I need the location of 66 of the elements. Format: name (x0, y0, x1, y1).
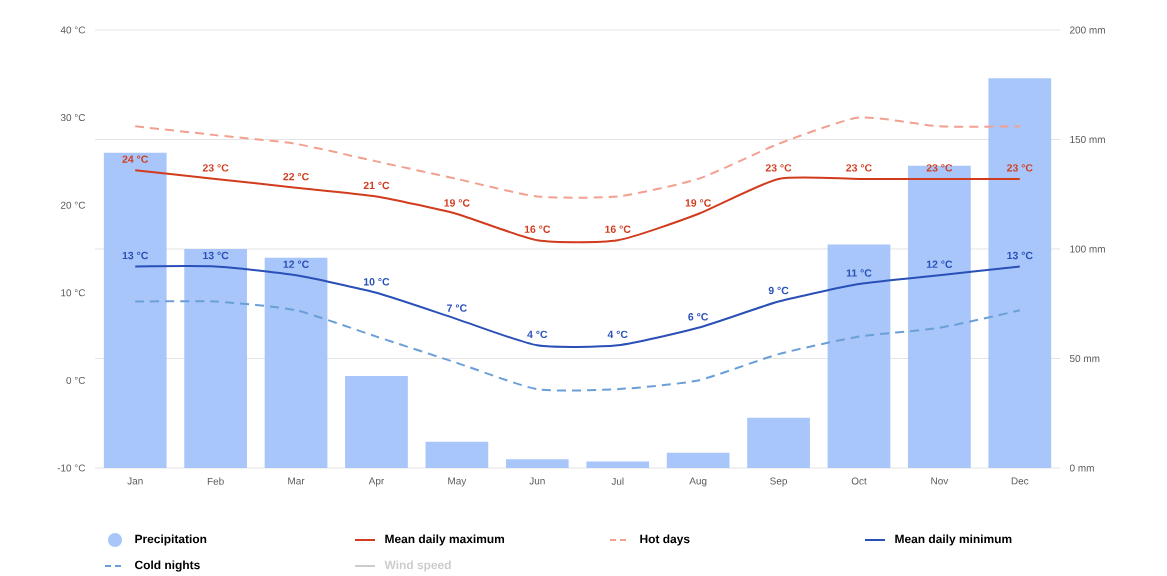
data-label: 9 °C (768, 286, 789, 295)
data-label: 6 °C (688, 313, 709, 321)
y-tick-label: 40 °C (60, 26, 86, 34)
x-tick-label: Apr (368, 477, 385, 487)
bar (103, 152, 167, 468)
data-label: 23 °C (765, 164, 792, 172)
x-tick-label: Feb (207, 477, 224, 485)
data-label: 10 °C (363, 278, 390, 286)
data-label: 11 °C (846, 269, 872, 277)
data-label: 23 °C (926, 164, 953, 172)
data-label: 12 °C (283, 260, 309, 268)
x-tick-label: Jan (127, 477, 143, 485)
x-tick-label: Aug (689, 477, 707, 487)
bar (827, 244, 891, 468)
data-label: 4 °C (527, 330, 548, 339)
legend-label: Hot days (640, 534, 690, 546)
data-label: 16 °C (524, 225, 551, 233)
x-tick-label: May (448, 477, 467, 487)
y-tick-label: -10 °C (57, 464, 86, 472)
x-tick-label: Nov (931, 477, 949, 485)
bar (345, 376, 408, 468)
data-label: 7 °C (447, 304, 467, 312)
y-tick-label: 10 °C (61, 289, 86, 297)
bar (908, 165, 971, 468)
x-tick-label: Jul (611, 477, 624, 485)
data-label: 13 °C (1007, 251, 1033, 260)
y2-tick-label: 200 mm (1070, 26, 1105, 34)
data-label: 13 °C (122, 251, 149, 260)
line-series (134, 116, 1021, 199)
data-label: 19 °C (685, 199, 711, 207)
data-label: 16 °C (605, 225, 631, 233)
y2-tick-label: 50 mm (1069, 354, 1100, 363)
legend-label: Mean daily minimum (895, 534, 1012, 546)
bar (425, 441, 489, 468)
y-tick-label: 20 °C (60, 201, 86, 209)
line-series (134, 300, 1021, 392)
data-label: 13 °C (203, 251, 229, 260)
bar (747, 417, 810, 468)
data-label: 23 °C (1007, 164, 1033, 172)
bar (184, 249, 247, 468)
bar (988, 78, 1052, 468)
bar (586, 461, 650, 468)
legend-label: Mean daily maximum (385, 534, 505, 546)
y2-tick-label: 150 mm (1070, 135, 1105, 144)
data-label: 22 °C (283, 172, 309, 181)
bar (666, 452, 730, 468)
data-label: 23 °C (846, 164, 872, 172)
x-tick-label: Jun (529, 477, 545, 485)
x-tick-label: Oct (851, 477, 867, 485)
legend-label: Precipitation (135, 534, 207, 546)
data-label: 24 °C (122, 155, 149, 163)
bar (264, 257, 328, 468)
y2-tick-label: 100 mm (1070, 245, 1105, 253)
x-tick-label: Mar (288, 477, 305, 485)
y-tick-label: 0 °C (66, 376, 86, 384)
data-label: 21 °C (363, 181, 390, 190)
x-tick-label: Sep (770, 477, 787, 487)
y2-tick-label: 0 mm (1069, 464, 1094, 472)
data-label: 12 °C (926, 260, 953, 268)
data-label: 4 °C (607, 330, 628, 339)
y-tick-label: 30 °C (60, 114, 86, 122)
data-label: 23 °C (202, 164, 229, 172)
data-label: 19 °C (444, 199, 470, 207)
legend-label: Cold nights (135, 560, 200, 572)
bar (505, 459, 569, 468)
x-tick-label: Dec (1011, 477, 1029, 485)
